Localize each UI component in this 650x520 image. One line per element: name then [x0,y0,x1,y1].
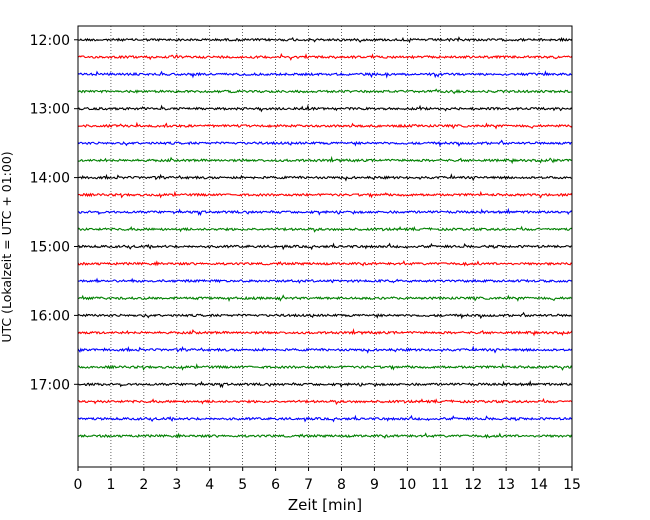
y-axis-label: UTC (Lokalzeit = UTC + 01:00) [0,151,14,342]
trace-1315 [77,121,573,130]
trace-1715 [77,397,573,406]
x-tick-label: 6 [271,477,280,493]
x-tick-label: 0 [74,477,83,493]
y-tick-label: 14:00 [30,171,70,187]
trace-1500 [77,242,573,251]
trace-1200 [77,36,573,44]
trace-1645 [77,362,573,371]
y-tick-label: 16:00 [30,308,70,324]
x-axis-label: Zeit [min] [288,496,362,514]
trace-1300 [77,104,573,113]
x-tick-label: 8 [337,477,346,493]
trace-1630 [77,345,573,354]
trace-1745 [77,432,573,439]
x-tick-label: 3 [172,477,181,493]
x-axis-ticks: 0 1 2 3 4 5 6 7 8 9 10 11 12 13 14 15 [74,467,581,493]
trace-1700 [77,379,573,389]
trace-1515 [77,260,573,267]
x-tick-label: 4 [205,477,214,493]
trace-1530 [77,277,573,284]
x-tick-label: 7 [304,477,313,493]
trace-1245 [77,88,573,95]
x-tick-label: 12 [464,477,482,493]
x-tick-label: 9 [370,477,379,493]
trace-1330 [77,139,573,148]
y-tick-label: 13:00 [30,102,70,118]
trace-1615 [77,328,573,337]
x-tick-label: 10 [398,477,416,493]
trace-1445 [77,225,573,233]
x-tick-label: 15 [563,477,581,493]
y-tick-label: 12:00 [30,33,70,49]
trace-1345 [77,155,573,165]
y-tick-label: 15:00 [30,240,70,256]
trace-1600 [77,311,573,320]
y-tick-label: 17:00 [30,377,70,393]
trace-1545 [77,294,573,303]
trace-1430 [77,207,573,217]
x-tick-label: 1 [106,477,115,493]
trace-1215 [77,52,573,61]
trace-1400 [77,173,573,182]
y-axis-ticks: 12:00 13:00 14:00 15:00 16:00 17:00 [30,33,78,393]
x-tick-label: 11 [431,477,449,493]
x-tick-label: 2 [139,477,148,493]
x-tick-label: 5 [238,477,247,493]
trace-1730 [77,414,573,423]
trace-1415 [77,190,573,199]
trace-1230 [77,70,573,79]
seismic-traces [77,36,573,439]
x-tick-label: 13 [497,477,515,493]
x-tick-label: 14 [530,477,548,493]
